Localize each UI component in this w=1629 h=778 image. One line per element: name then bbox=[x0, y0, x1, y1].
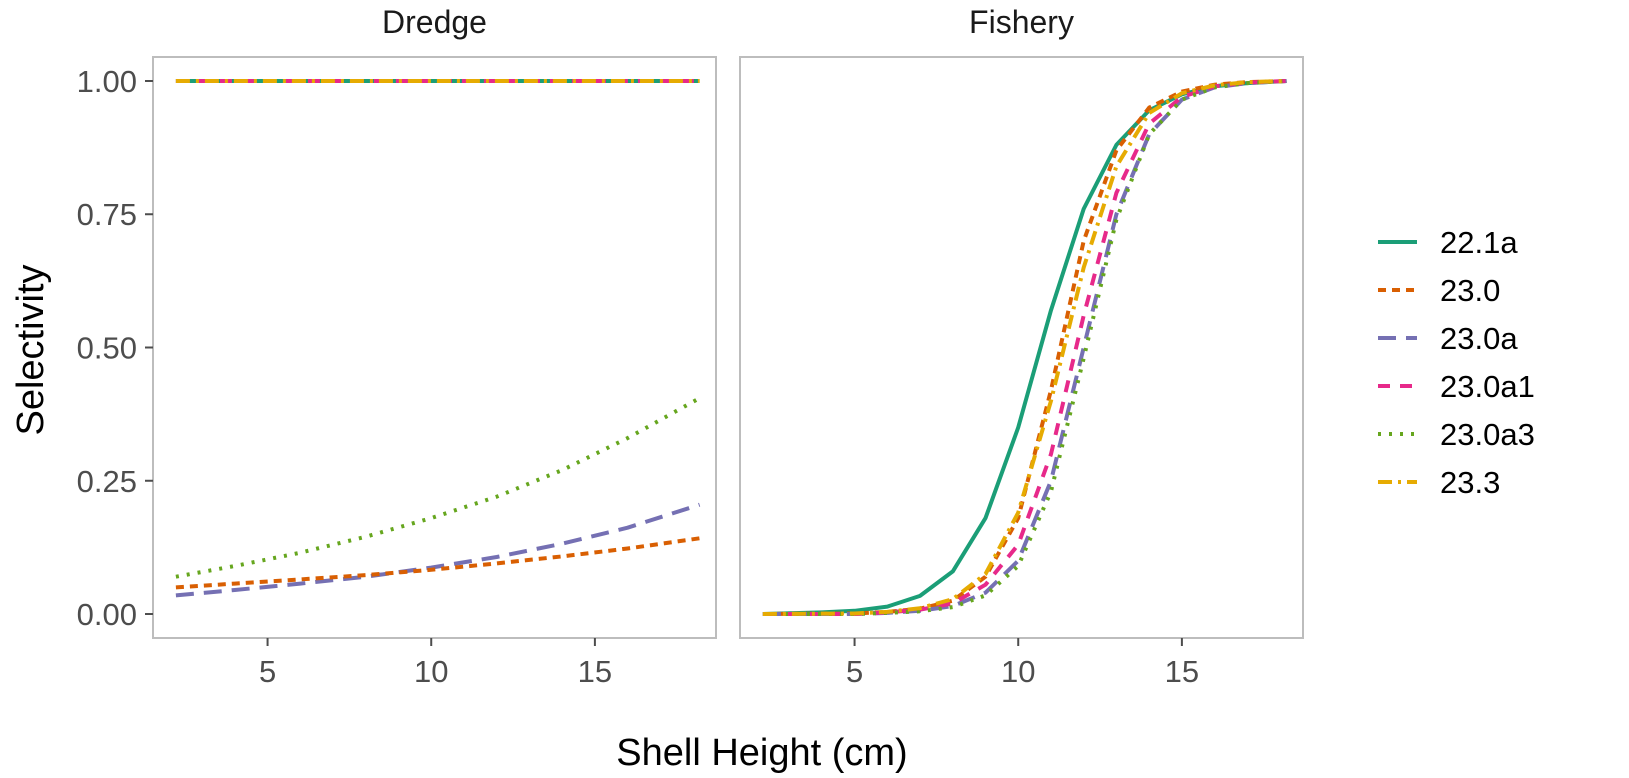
legend-label: 23.0 bbox=[1440, 273, 1500, 308]
legend-label: 23.0a3 bbox=[1440, 417, 1535, 452]
legend-item: 22.1a bbox=[1378, 225, 1518, 260]
panel-title: Fishery bbox=[969, 4, 1074, 40]
legend-item: 23.0 bbox=[1378, 273, 1500, 308]
panel-fishery: Fishery 5 10 15 bbox=[739, 4, 1304, 689]
series-line-23-0a1 bbox=[762, 79, 1287, 616]
x-axis-title: Shell Height (cm) bbox=[616, 732, 907, 774]
legend-item: 23.0a bbox=[1378, 321, 1518, 356]
legend-item: 23.3 bbox=[1378, 465, 1500, 500]
legend-label: 23.3 bbox=[1440, 465, 1500, 500]
legend-label: 23.0a1 bbox=[1440, 369, 1535, 404]
series-line-23-0a3 bbox=[762, 79, 1287, 616]
legend-label: 22.1a bbox=[1440, 225, 1518, 260]
legend-item: 23.0a1 bbox=[1378, 369, 1535, 404]
series-line-23-0 bbox=[175, 536, 700, 590]
legend-item: 23.0a3 bbox=[1378, 417, 1535, 452]
legend: 22.1a 23.0 23.0a 23.0a1 23.0a3 23.3 bbox=[1378, 225, 1535, 500]
x-tick-label: 15 bbox=[1165, 654, 1199, 689]
x-tick-label: 10 bbox=[414, 654, 448, 689]
x-tick-label: 5 bbox=[846, 654, 863, 689]
y-tick-label: 0.00 bbox=[77, 597, 137, 632]
panel-title: Dredge bbox=[382, 4, 487, 40]
panel-border bbox=[739, 56, 1304, 639]
x-tick-label: 5 bbox=[259, 654, 276, 689]
panel-dredge: Dredge 5 10 15 0.00 0.25 0.50 0.75 1.00 bbox=[77, 4, 717, 689]
y-tick-label: 0.50 bbox=[77, 331, 137, 366]
x-tick-label: 10 bbox=[1001, 654, 1035, 689]
y-tick-label: 1.00 bbox=[77, 64, 137, 99]
series-line-23-3 bbox=[762, 79, 1287, 616]
y-tick-label: 0.25 bbox=[77, 464, 137, 499]
legend-label: 23.0a bbox=[1440, 321, 1518, 356]
y-axis-title: Selectivity bbox=[10, 264, 52, 435]
panel-border bbox=[152, 56, 717, 639]
x-tick-label: 15 bbox=[578, 654, 612, 689]
y-tick-label: 0.75 bbox=[77, 197, 137, 232]
series-line-23-0a bbox=[175, 502, 701, 598]
panels: Dredge 5 10 15 0.00 0.25 0.50 0.75 1.00 Fishery 5 1… bbox=[77, 4, 1304, 689]
series-line-22-1a bbox=[762, 79, 1287, 616]
